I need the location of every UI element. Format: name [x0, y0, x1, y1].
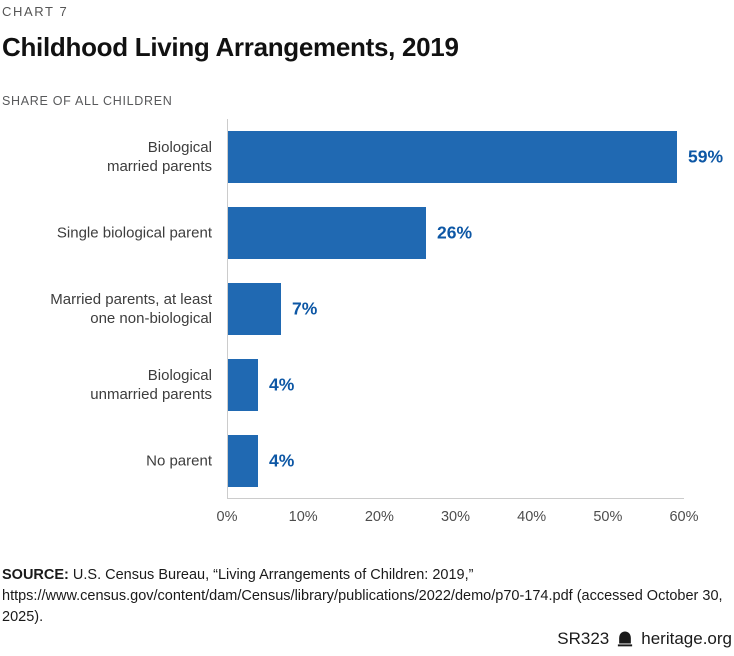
category-label: Married parents, at least one non-biologi…: [2, 290, 212, 328]
category-label-line: No parent: [146, 452, 212, 470]
source-note: SOURCE: U.S. Census Bureau, “Living Arra…: [2, 565, 724, 628]
y-axis-line: [227, 119, 228, 499]
report-id: SR323: [557, 629, 610, 648]
x-axis-ticks: 0% 10% 20% 30% 40% 50% 60%: [2, 507, 732, 533]
x-tick-label: 40%: [517, 509, 547, 525]
x-tick-label: 50%: [593, 509, 623, 525]
category-label: Single biological parent: [2, 224, 212, 243]
bar: [228, 435, 258, 487]
bar: [228, 131, 677, 183]
category-label: Biological married parents: [2, 138, 212, 176]
chart-number: CHART 7: [2, 4, 69, 19]
liberty-bell-icon: [616, 630, 634, 648]
category-label-line: married parents: [106, 158, 212, 175]
footer-brand: SR323 heritage.org: [557, 629, 732, 649]
plot-area: Biological married parents 59% Single biolo…: [2, 119, 732, 499]
value-label: 4%: [269, 374, 295, 395]
category-label-line: Single biological parent: [56, 224, 212, 242]
x-tick-label: 60%: [669, 509, 699, 525]
x-tick-label: 10%: [288, 509, 318, 525]
category-label: No parent: [2, 452, 212, 471]
bar: [228, 359, 258, 411]
category-label: Biological unmarried parents: [2, 366, 212, 404]
bar-row: Biological married parents 59%: [2, 119, 732, 195]
bar-row: Married parents, at least one non-biologi…: [2, 271, 732, 347]
x-tick-label: 20%: [364, 509, 394, 525]
bar-row: Single biological parent 26%: [2, 195, 732, 271]
category-label-line: Biological: [147, 139, 212, 156]
x-tick-label: 30%: [440, 509, 471, 525]
chart-title: Childhood Living Arrangements, 2019: [2, 32, 459, 62]
category-label-line: Married parents, at least: [50, 291, 212, 308]
source-label: SOURCE:: [2, 567, 69, 583]
bar: [228, 283, 281, 335]
chart-subtitle: SHARE OF ALL CHILDREN: [2, 94, 173, 108]
value-label: 4%: [269, 450, 295, 471]
value-label: 59%: [688, 146, 724, 167]
category-label-line: unmarried parents: [90, 386, 212, 403]
x-axis-baseline: [227, 498, 684, 499]
value-label: 7%: [292, 298, 318, 319]
bar-row: Biological unmarried parents 4%: [2, 347, 732, 423]
bar-chart: Biological married parents 59% Single biolo…: [2, 119, 732, 533]
source-text: U.S. Census Bureau, “Living Arrangements…: [2, 567, 723, 625]
x-tick-label: 0%: [216, 509, 238, 525]
value-label: 26%: [437, 222, 473, 243]
site-name: heritage.org: [641, 629, 732, 648]
category-label-line: one non-biological: [90, 310, 212, 327]
bar: [228, 207, 426, 259]
bar-row: No parent 4%: [2, 423, 732, 499]
category-label-line: Biological: [147, 367, 212, 384]
